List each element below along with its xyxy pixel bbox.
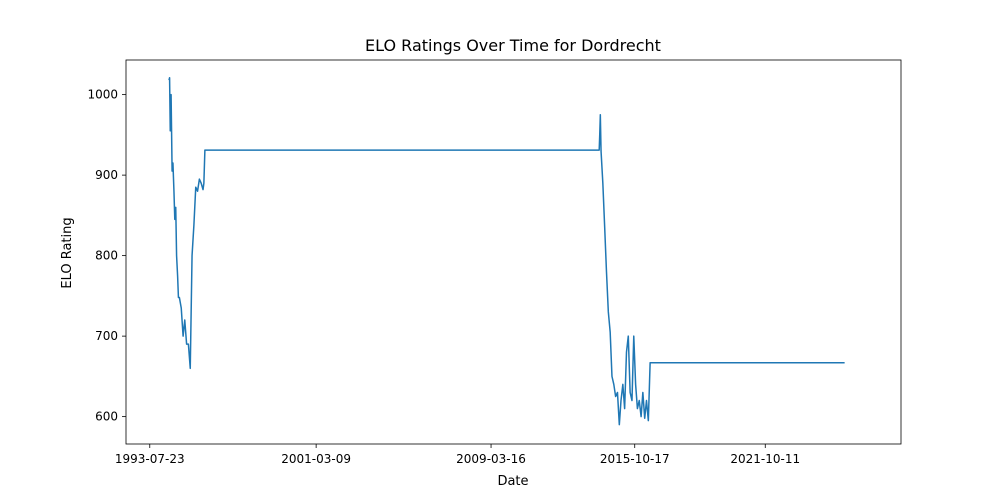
x-tick-label-1: 2001-03-09 <box>281 452 351 466</box>
axes-frame <box>125 59 902 445</box>
y-tick-label-2: 800 <box>95 249 118 263</box>
plot-area: 1993-07-23 2001-03-09 2009-03-16 2015-10-17… <box>87 59 902 466</box>
y-tick-label-3: 900 <box>95 168 118 182</box>
y-tick-label-4: 1000 <box>87 88 118 102</box>
chart-title: ELO Ratings Over Time for Dordrecht <box>365 36 661 55</box>
x-tick-label-0: 1993-07-23 <box>115 452 185 466</box>
x-axis-label: Date <box>497 474 528 489</box>
x-tick-label-4: 2021-10-11 <box>730 452 800 466</box>
series-line-0 <box>168 76 845 426</box>
x-tick-label-3: 2015-10-17 <box>600 452 670 466</box>
y-axis-label: ELO Rating <box>60 217 75 288</box>
y-tick-label-0: 600 <box>95 410 118 424</box>
y-tick-label-1: 700 <box>95 329 118 343</box>
x-tick-label-2: 2009-03-16 <box>456 452 526 466</box>
